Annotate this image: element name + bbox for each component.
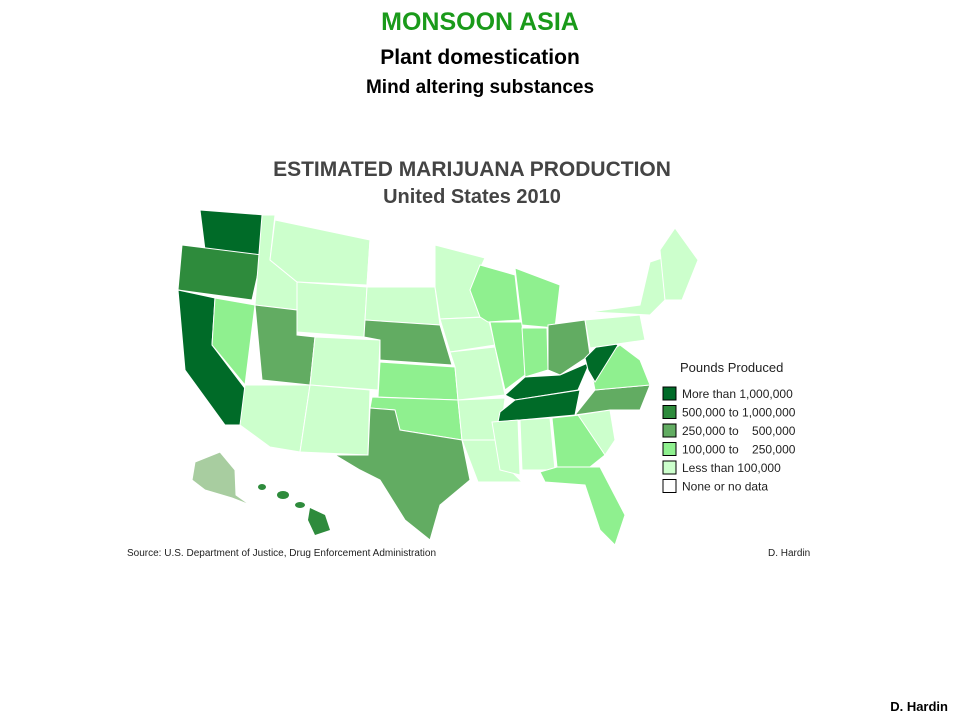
state	[177, 244, 263, 301]
legend-label: 500,000 to 1,000,000	[682, 406, 796, 420]
slide-credit: D. Hardin	[890, 699, 948, 714]
slide-subtitle: Mind altering substances	[366, 77, 594, 98]
legend-label: 100,000 to 250,000	[682, 443, 796, 457]
state	[309, 336, 381, 391]
state	[377, 361, 459, 401]
legend: More than 1,000,000 500,000 to 1,000,000 2…	[662, 386, 796, 494]
legend-swatch	[662, 479, 677, 493]
state	[659, 227, 699, 301]
legend-label: Less than 100,000	[682, 461, 781, 475]
state	[363, 319, 453, 366]
hawaii-island	[277, 491, 289, 499]
legend-label: More than 1,000,000	[682, 387, 793, 401]
hawaii-island	[295, 502, 305, 508]
state	[584, 314, 646, 349]
state	[514, 267, 561, 329]
legend-swatch	[662, 423, 677, 438]
state	[521, 327, 549, 378]
legend-label: 250,000 to 500,000	[682, 424, 796, 438]
alaska	[191, 451, 251, 506]
state	[489, 321, 526, 391]
state	[589, 257, 666, 316]
state	[239, 384, 311, 453]
hawaii-island	[308, 508, 330, 535]
state	[439, 316, 496, 353]
state	[333, 407, 471, 541]
state	[299, 384, 371, 456]
map-subtitle: United States 2010	[383, 186, 561, 208]
state	[539, 466, 626, 546]
legend-label: None or no data	[682, 480, 768, 494]
state	[491, 419, 521, 476]
state	[551, 414, 606, 468]
map-credit: D. Hardin	[768, 548, 810, 559]
us-map	[177, 209, 699, 546]
state	[269, 219, 371, 286]
state	[469, 264, 521, 323]
legend-swatch	[662, 460, 677, 475]
slide-subtitle: Plant domestication	[380, 46, 580, 69]
legend-swatch	[662, 442, 677, 456]
state	[547, 319, 591, 376]
source: Source: U.S. Department of Justice, Drug…	[127, 548, 436, 559]
state	[366, 239, 436, 288]
state	[364, 286, 441, 326]
legend-swatch	[662, 386, 677, 401]
state	[449, 346, 506, 401]
legend-swatch	[662, 405, 677, 419]
map-title: ESTIMATED MARIJUANA PRODUCTION	[273, 158, 671, 181]
state	[519, 417, 556, 471]
state	[497, 389, 581, 423]
hawaii-island	[258, 484, 266, 490]
state	[296, 281, 368, 338]
legend-title: Pounds Produced	[680, 360, 783, 375]
state	[573, 384, 651, 416]
slide-title: MONSOON ASIA	[381, 8, 579, 36]
